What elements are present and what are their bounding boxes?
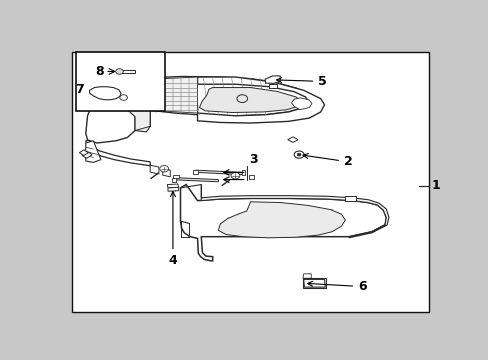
Text: 3: 3	[248, 153, 257, 166]
Polygon shape	[201, 185, 388, 238]
Polygon shape	[150, 77, 197, 113]
Polygon shape	[195, 170, 242, 175]
Bar	[345, 196, 355, 201]
Polygon shape	[264, 76, 280, 84]
Polygon shape	[85, 141, 101, 162]
Polygon shape	[302, 274, 311, 278]
Polygon shape	[175, 177, 218, 182]
Polygon shape	[150, 165, 159, 174]
Polygon shape	[85, 140, 150, 166]
Circle shape	[120, 95, 127, 100]
Polygon shape	[218, 202, 345, 238]
Polygon shape	[268, 84, 277, 87]
Polygon shape	[287, 137, 297, 143]
Circle shape	[294, 151, 304, 158]
Bar	[172, 177, 176, 182]
Polygon shape	[127, 87, 150, 132]
Polygon shape	[291, 98, 311, 110]
Text: 1: 1	[431, 179, 440, 193]
Polygon shape	[82, 152, 92, 158]
Polygon shape	[89, 87, 121, 100]
Bar	[76, 51, 165, 111]
Bar	[173, 175, 178, 178]
Text: 6: 6	[307, 280, 366, 293]
Polygon shape	[197, 77, 324, 123]
Polygon shape	[167, 184, 178, 188]
Circle shape	[297, 153, 301, 156]
Polygon shape	[199, 87, 301, 112]
Bar	[193, 170, 197, 174]
Text: 7: 7	[75, 83, 83, 96]
Polygon shape	[303, 279, 325, 287]
Circle shape	[230, 172, 240, 179]
Circle shape	[116, 69, 123, 74]
Text: 2: 2	[303, 153, 352, 168]
Polygon shape	[127, 76, 314, 116]
Bar	[248, 175, 254, 179]
Text: 8: 8	[95, 65, 104, 78]
Bar	[302, 278, 326, 288]
Bar	[241, 170, 245, 175]
Polygon shape	[163, 168, 170, 177]
Polygon shape	[180, 185, 386, 261]
Polygon shape	[168, 187, 178, 191]
Polygon shape	[122, 70, 135, 73]
Polygon shape	[85, 94, 135, 143]
Circle shape	[160, 166, 168, 172]
Polygon shape	[79, 150, 88, 156]
Text: 4: 4	[168, 192, 177, 267]
Text: 5: 5	[276, 75, 326, 88]
